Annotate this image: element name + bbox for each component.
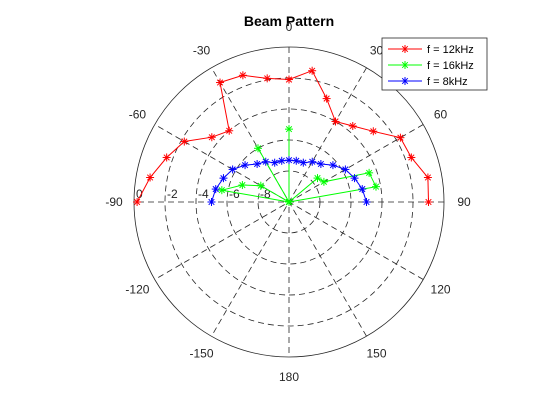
legend-label: f = 8kHz — [427, 76, 468, 88]
series-marker — [299, 158, 308, 167]
series-marker — [256, 181, 265, 190]
series-marker — [285, 156, 293, 165]
series-marker — [219, 174, 228, 183]
series-marker — [133, 198, 142, 206]
series-marker — [423, 173, 432, 182]
series-marker — [341, 165, 350, 174]
series-marker — [241, 161, 250, 170]
series-0 — [133, 66, 433, 206]
legend: f = 12kHz f = 16kHz f = 8kHz — [381, 37, 488, 91]
r-tick-label: -2 — [167, 187, 178, 201]
series-marker — [424, 198, 433, 206]
series-marker — [292, 156, 301, 165]
series-marker — [401, 45, 409, 53]
series-marker — [365, 168, 374, 177]
series-marker — [348, 122, 357, 131]
theta-tick-label: -90 — [105, 195, 123, 209]
series-marker — [285, 125, 293, 134]
series-marker — [308, 157, 317, 166]
series-marker — [270, 158, 279, 167]
series-marker — [401, 77, 409, 85]
r-tick-label: -4 — [198, 187, 209, 201]
series-marker — [350, 174, 359, 183]
series-marker — [207, 198, 216, 206]
legend-item: f = 16kHz — [388, 60, 474, 72]
theta-tick-label: -30 — [193, 43, 211, 57]
series-marker — [207, 133, 216, 142]
series-marker — [316, 160, 325, 169]
series-marker — [358, 185, 367, 194]
series-marker — [407, 153, 416, 162]
series-marker — [211, 185, 220, 194]
theta-tick-label: -150 — [189, 347, 213, 361]
series-marker — [225, 126, 234, 135]
legend-label: f = 16kHz — [427, 60, 474, 72]
series-marker — [362, 198, 371, 206]
series-marker — [401, 61, 409, 69]
theta-tick-label: 90 — [457, 195, 471, 209]
series-marker — [313, 174, 322, 183]
legend-item: f = 8kHz — [388, 76, 468, 88]
series-marker — [369, 127, 378, 136]
series-marker — [285, 75, 293, 84]
r-tick-label: -8 — [260, 187, 271, 201]
r-tick-label: -6 — [229, 187, 240, 201]
series-marker — [180, 137, 189, 146]
theta-tick-label: 60 — [434, 108, 448, 122]
theta-tick-label: 120 — [431, 283, 451, 297]
series-marker — [308, 66, 317, 75]
series-marker — [228, 165, 237, 174]
series-marker — [396, 133, 405, 142]
series-marker — [372, 182, 381, 191]
series-marker — [162, 153, 171, 162]
series-2 — [207, 156, 371, 206]
series-marker — [322, 94, 331, 103]
theta-tick-label: -60 — [129, 108, 147, 122]
series-marker — [328, 161, 337, 170]
series-marker — [319, 177, 328, 186]
series-marker — [261, 157, 270, 166]
series-marker — [285, 198, 293, 206]
series-marker — [253, 160, 262, 169]
series-marker — [263, 74, 272, 83]
legend-label: f = 12kHz — [427, 44, 474, 56]
chart-title: Beam Pattern — [244, 13, 334, 29]
theta-tick-label: 150 — [366, 347, 386, 361]
theta-tick-label: -120 — [125, 283, 149, 297]
series-marker — [254, 144, 262, 153]
series-marker — [331, 117, 340, 126]
theta-tick-label: 0 — [286, 20, 293, 34]
series-marker — [146, 173, 155, 182]
r-tick-labels: -8 -6 -4 -2 0 — [136, 187, 271, 201]
theta-tick-label: 180 — [279, 370, 299, 384]
series-marker — [238, 181, 247, 190]
series-layer — [133, 66, 433, 206]
series-marker — [277, 156, 286, 165]
series-marker — [216, 78, 225, 87]
series-marker — [238, 71, 247, 80]
r-tick-label: 0 — [136, 187, 143, 201]
theta-tick-label: 30 — [370, 43, 384, 57]
series-1 — [217, 125, 381, 206]
series-marker — [217, 186, 226, 195]
legend-item: f = 12kHz — [388, 44, 474, 56]
